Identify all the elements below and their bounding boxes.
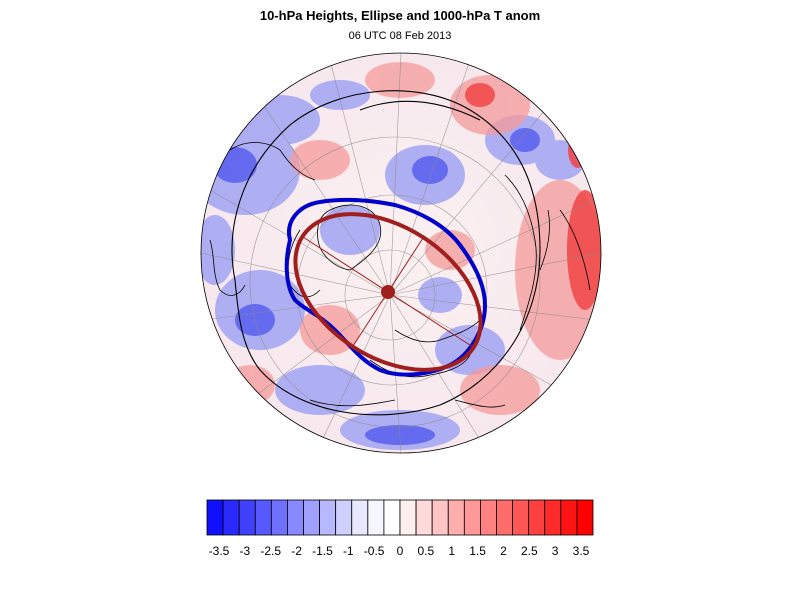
colorbar-tick-label: 1 (448, 544, 455, 558)
colorbar-box (560, 499, 578, 536)
colorbar-box (206, 499, 224, 536)
colorbar-box (254, 499, 272, 536)
colorbar-box (528, 499, 546, 536)
colorbar-tick-label: -3.5 (209, 544, 230, 558)
colorbar-tick-label: -0.5 (364, 544, 385, 558)
colorbar-box (431, 499, 449, 536)
colorbar-box (335, 499, 353, 536)
colorbar-tick-label: -3 (240, 544, 251, 558)
vortex-ellipse (293, 212, 483, 372)
colorbar-box (496, 499, 513, 536)
coastlines (209, 142, 591, 408)
colorbar-tick-label: -1 (343, 544, 354, 558)
polar-map (200, 52, 602, 454)
colorbar-tick-label: 1.5 (469, 544, 486, 558)
colorbar-box (463, 499, 481, 536)
colorbar-tick-label: 3 (552, 544, 559, 558)
colorbar-box (287, 499, 304, 536)
colorbar-tick-label: 0 (397, 544, 404, 558)
colorbar-box (415, 499, 433, 536)
colorbar-tick-label: 0.5 (418, 544, 435, 558)
globe-outline (200, 52, 602, 454)
colorbar-tick-label: -2 (291, 544, 302, 558)
chart-title: 10-hPa Heights, Ellipse and 1000-hPa T a… (259, 8, 541, 23)
colorbar-tick-label: 2 (500, 544, 507, 558)
colorbar-box (399, 499, 417, 536)
colorbar-box (351, 499, 369, 536)
colorbar-box (367, 499, 385, 536)
colorbar-box (319, 499, 337, 536)
colorbar-box (238, 499, 256, 536)
colorbar-box (480, 499, 497, 536)
colorbar-tick-label: 3.5 (573, 544, 590, 558)
colorbar-tick-label: -2.5 (260, 544, 281, 558)
colorbar-box (447, 499, 465, 536)
colorbar-box (303, 499, 320, 536)
colorbar-box (576, 499, 594, 536)
colorbar-box (270, 499, 288, 536)
colorbar-box (383, 499, 401, 536)
anomaly-field (201, 53, 601, 453)
colorbar-box (544, 499, 562, 536)
colorbar-box (222, 499, 240, 536)
colorbar-tick-label: 2.5 (521, 544, 538, 558)
colorbar-tick-label: -1.5 (312, 544, 333, 558)
chart-subtitle: 06 UTC 08 Feb 2013 (348, 30, 452, 42)
colorbar-box (512, 499, 530, 536)
height-contours (231, 90, 541, 416)
